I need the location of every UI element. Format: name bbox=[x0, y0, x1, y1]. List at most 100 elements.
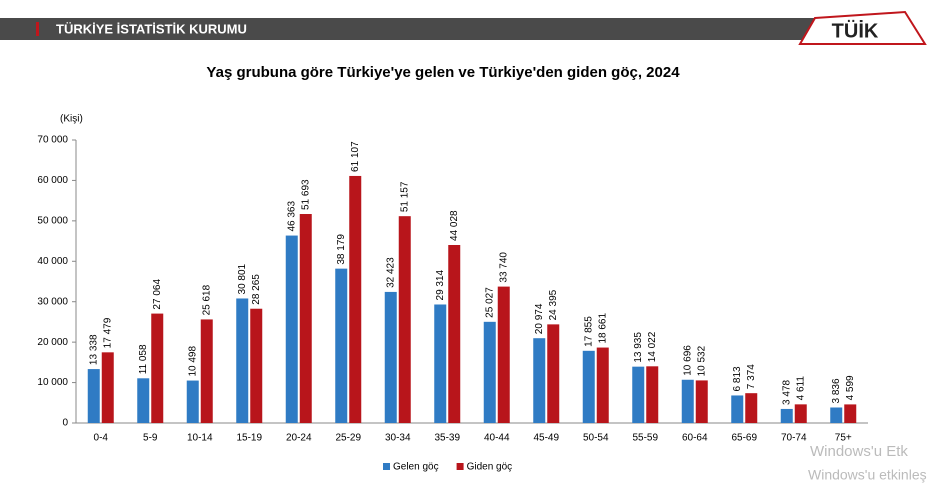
bar bbox=[646, 366, 659, 423]
bar bbox=[398, 216, 411, 423]
data-label: 32 423 bbox=[385, 257, 396, 288]
y-tick-label: 70 000 bbox=[37, 135, 68, 146]
data-label: 27 064 bbox=[152, 279, 163, 310]
bar bbox=[285, 235, 298, 423]
watermark: Windows'u etkinleş bbox=[808, 467, 927, 483]
bar bbox=[101, 352, 114, 423]
data-label: 30 801 bbox=[237, 263, 248, 294]
chart-title: Yaş grubuna göre Türkiye'ye gelen ve Tür… bbox=[206, 64, 680, 81]
bar bbox=[830, 407, 843, 423]
header-title: TÜRKİYE İSTATİSTİK KURUMU bbox=[56, 21, 247, 36]
x-tick-label: 25-29 bbox=[335, 433, 361, 444]
data-label: 3 836 bbox=[831, 378, 842, 403]
data-label: 24 395 bbox=[548, 289, 559, 320]
data-label: 3 478 bbox=[781, 379, 792, 404]
x-tick-label: 0-4 bbox=[94, 433, 109, 444]
legend-swatch bbox=[456, 463, 464, 470]
bar bbox=[384, 291, 397, 423]
y-tick-label: 50 000 bbox=[37, 215, 68, 226]
data-label: 33 740 bbox=[498, 252, 509, 283]
data-label: 38 179 bbox=[336, 234, 347, 265]
x-tick-label: 70-74 bbox=[781, 433, 807, 444]
data-label: 17 479 bbox=[102, 317, 113, 348]
bar bbox=[151, 313, 164, 423]
y-tick-label: 30 000 bbox=[37, 296, 68, 307]
data-label: 13 338 bbox=[88, 334, 99, 365]
bar bbox=[186, 380, 199, 423]
data-label: 6 813 bbox=[732, 366, 743, 391]
data-label: 17 855 bbox=[583, 316, 594, 347]
data-label: 10 532 bbox=[696, 345, 707, 376]
data-label: 44 028 bbox=[449, 210, 460, 241]
bar bbox=[434, 304, 447, 423]
bar bbox=[236, 298, 249, 423]
x-tick-label: 30-34 bbox=[385, 433, 411, 444]
bar bbox=[695, 380, 708, 423]
bar bbox=[582, 350, 595, 423]
y-tick-label: 10 000 bbox=[37, 377, 68, 388]
bar bbox=[681, 379, 694, 423]
x-tick-label: 45-49 bbox=[533, 433, 559, 444]
watermark: Windows'u Etk bbox=[810, 443, 908, 460]
bar bbox=[632, 366, 645, 423]
logo-frame bbox=[798, 10, 927, 45]
data-label: 14 022 bbox=[647, 331, 658, 362]
bar bbox=[200, 319, 213, 423]
data-label: 61 107 bbox=[350, 141, 361, 172]
x-tick-label: 50-54 bbox=[583, 433, 609, 444]
legend-swatch bbox=[383, 463, 390, 470]
bar bbox=[547, 324, 560, 423]
bar bbox=[745, 393, 758, 423]
data-label: 7 374 bbox=[746, 364, 757, 389]
x-tick-label: 65-69 bbox=[731, 433, 757, 444]
data-label: 28 265 bbox=[251, 274, 262, 305]
x-tick-label: 75+ bbox=[835, 433, 852, 444]
data-label: 46 363 bbox=[286, 201, 297, 232]
logo: TÜİK bbox=[832, 19, 879, 42]
x-tick-label: 35-39 bbox=[434, 433, 460, 444]
bar bbox=[533, 338, 546, 423]
y-tick-label: 40 000 bbox=[37, 256, 68, 267]
x-tick-label: 5-9 bbox=[143, 433, 158, 444]
legend-label: Gelen göç bbox=[393, 462, 439, 473]
bar bbox=[250, 308, 263, 423]
y-tick-label: 60 000 bbox=[37, 175, 68, 186]
bar bbox=[335, 268, 348, 423]
data-label: 51 693 bbox=[300, 179, 311, 210]
bar bbox=[137, 378, 150, 423]
x-tick-label: 40-44 bbox=[484, 433, 510, 444]
bar bbox=[731, 395, 744, 423]
x-tick-label: 20-24 bbox=[286, 433, 312, 444]
data-label: 10 696 bbox=[682, 345, 693, 376]
y-tick-label: 0 bbox=[62, 418, 68, 429]
bar bbox=[780, 408, 793, 423]
data-label: 11 058 bbox=[138, 344, 149, 374]
data-label: 4 599 bbox=[845, 375, 856, 400]
bar bbox=[448, 245, 461, 423]
data-label: 10 498 bbox=[187, 346, 198, 377]
x-tick-label: 15-19 bbox=[236, 433, 262, 444]
data-label: 51 157 bbox=[399, 181, 410, 212]
bar bbox=[596, 347, 609, 423]
legend-label: Giden göç bbox=[467, 462, 513, 473]
bar bbox=[483, 321, 496, 423]
data-label: 18 661 bbox=[597, 313, 608, 344]
y-tick-label: 20 000 bbox=[37, 337, 68, 348]
x-tick-label: 55-59 bbox=[632, 433, 658, 444]
data-label: 25 027 bbox=[484, 287, 495, 318]
bar bbox=[794, 404, 807, 423]
bar bbox=[844, 404, 857, 423]
bar bbox=[87, 369, 100, 423]
bar bbox=[349, 175, 362, 423]
data-label: 4 611 bbox=[795, 376, 806, 401]
x-tick-label: 60-64 bbox=[682, 433, 708, 444]
x-tick-label: 10-14 bbox=[187, 433, 213, 444]
data-label: 25 618 bbox=[201, 284, 212, 315]
data-label: 13 935 bbox=[633, 332, 644, 363]
y-axis-label: (Kişi) bbox=[60, 114, 83, 125]
data-label: 29 314 bbox=[435, 269, 446, 300]
bar bbox=[299, 214, 312, 423]
bar bbox=[497, 286, 510, 423]
header-bar bbox=[0, 18, 815, 40]
